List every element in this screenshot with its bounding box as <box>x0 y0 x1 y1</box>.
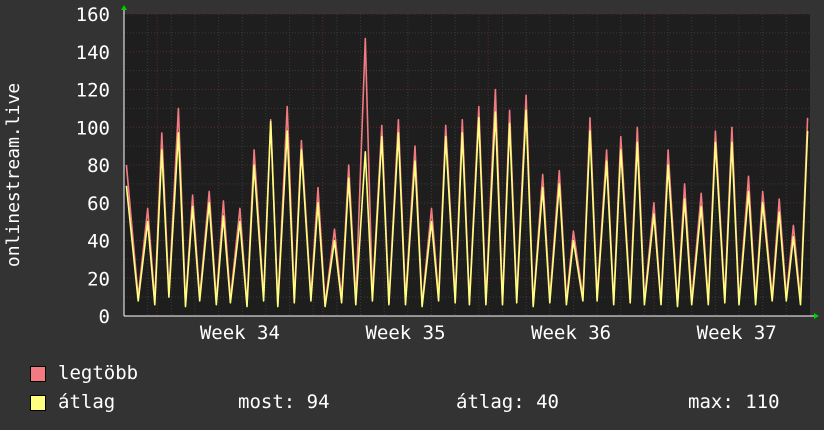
stat-current: most: 94 <box>238 391 330 413</box>
y-tick-label: 160 <box>76 4 110 26</box>
stat-max-value: 110 <box>745 391 780 413</box>
y-tick-label: 40 <box>87 231 110 253</box>
stat-max: max: 110 <box>688 391 780 413</box>
legend-swatch-max <box>30 366 46 382</box>
x-tick-label: Week 35 <box>365 322 445 344</box>
y-tick-label: 120 <box>76 80 110 102</box>
x-axis-arrow <box>814 313 819 319</box>
y-tick-label: 140 <box>76 42 110 64</box>
stat-average: átlag: 40 <box>456 391 559 413</box>
stat-average-label: átlag: <box>456 391 525 413</box>
y-tick-label: 20 <box>87 268 110 290</box>
y-tick-label: 100 <box>76 117 110 139</box>
legend-label-max: legtöbb <box>58 362 139 384</box>
stat-max-label: max: <box>688 391 734 413</box>
stat-current-value: 94 <box>306 391 330 413</box>
y-tick-label: 80 <box>87 155 110 177</box>
legend-item-avg: átlag most: 94 átlag: 40 max: 110 <box>30 391 810 413</box>
series-line-1 <box>125 109 809 308</box>
y-axis-arrow <box>121 5 127 10</box>
x-tick-label: Week 37 <box>697 322 777 344</box>
y-tick-label: 0 <box>99 306 110 328</box>
stat-current-label: most: <box>238 391 296 413</box>
legend-swatch-avg <box>30 395 46 411</box>
stat-average-value: 40 <box>536 391 559 413</box>
y-tick-label: 60 <box>87 193 110 215</box>
x-tick-label: Week 36 <box>531 322 611 344</box>
y-axis-label: onlinestream.live <box>3 83 24 267</box>
x-tick-label: Week 34 <box>200 322 280 344</box>
legend-label-avg: átlag <box>58 391 116 413</box>
